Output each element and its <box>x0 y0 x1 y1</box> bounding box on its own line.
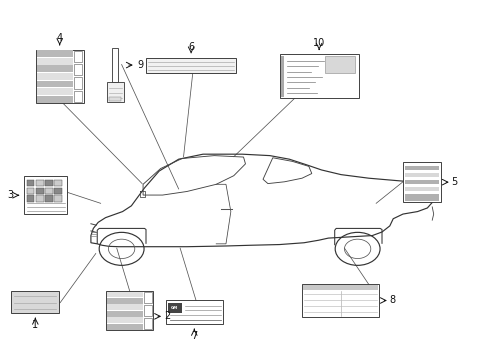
Text: 1: 1 <box>32 320 38 330</box>
Bar <box>74 64 82 75</box>
Bar <box>404 187 438 191</box>
Bar <box>37 66 73 72</box>
Bar <box>24 176 67 214</box>
Bar <box>37 50 73 57</box>
Bar <box>36 195 43 202</box>
Bar <box>144 305 152 316</box>
Bar <box>404 194 438 198</box>
Bar <box>165 300 223 324</box>
Bar <box>106 318 142 323</box>
Text: 10: 10 <box>312 38 325 48</box>
Bar <box>106 311 142 317</box>
Bar <box>54 180 62 186</box>
Text: 7: 7 <box>191 330 197 341</box>
Bar <box>37 73 73 80</box>
Bar <box>404 195 438 201</box>
Bar <box>144 318 152 329</box>
Bar <box>404 173 438 177</box>
Bar <box>167 303 181 314</box>
Bar <box>404 166 438 170</box>
Bar <box>109 97 121 101</box>
Bar <box>74 77 82 89</box>
Bar <box>26 180 34 186</box>
Bar <box>36 188 43 194</box>
Text: 6: 6 <box>188 42 194 51</box>
Text: 9: 9 <box>137 60 143 70</box>
Bar <box>36 50 83 103</box>
Text: 8: 8 <box>389 296 395 306</box>
Bar <box>11 291 59 314</box>
Bar <box>106 298 142 304</box>
Bar <box>302 284 378 317</box>
Bar <box>74 51 82 62</box>
Bar <box>280 56 284 97</box>
Bar <box>54 188 62 194</box>
Bar <box>36 180 43 186</box>
Bar <box>37 58 73 65</box>
Bar <box>146 58 236 73</box>
Bar <box>106 292 142 297</box>
Text: 4: 4 <box>57 33 62 43</box>
Bar <box>74 91 82 102</box>
Bar <box>45 188 53 194</box>
Bar <box>45 180 53 186</box>
Bar <box>279 54 358 98</box>
Text: 3: 3 <box>7 190 14 200</box>
Text: 5: 5 <box>450 177 457 187</box>
Bar <box>106 305 142 310</box>
Bar <box>402 162 440 202</box>
Bar <box>26 188 34 194</box>
Text: GM: GM <box>171 306 178 310</box>
Bar <box>105 291 153 330</box>
Bar <box>144 292 152 303</box>
Bar <box>404 180 438 184</box>
Bar <box>26 195 34 202</box>
Bar <box>303 285 377 291</box>
Bar <box>54 195 62 202</box>
Bar <box>37 81 73 87</box>
Bar <box>37 96 73 103</box>
Text: 2: 2 <box>163 311 170 321</box>
Bar <box>107 82 123 102</box>
Bar <box>45 195 53 202</box>
Bar <box>325 56 355 73</box>
Bar <box>112 48 118 82</box>
Bar <box>37 88 73 95</box>
Bar <box>106 324 142 329</box>
